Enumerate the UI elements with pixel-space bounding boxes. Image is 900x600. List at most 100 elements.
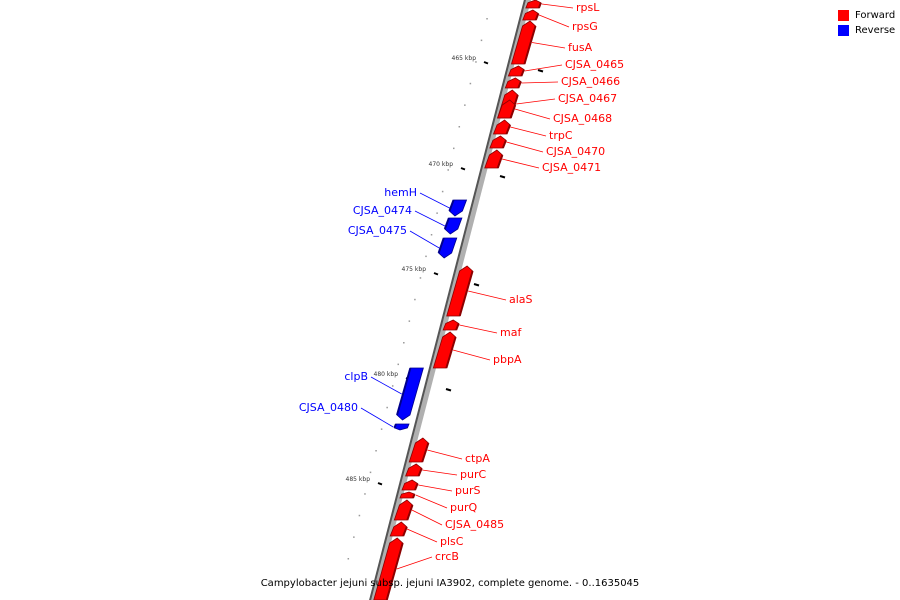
minor-tick bbox=[364, 493, 366, 495]
gene-shading bbox=[448, 199, 455, 212]
minor-tick bbox=[369, 471, 372, 474]
gene-label: hemH bbox=[384, 186, 417, 199]
backbone-line bbox=[369, 0, 526, 600]
gene-label: rpsG bbox=[572, 20, 598, 33]
minor-tick bbox=[386, 406, 388, 409]
reverse-swatch bbox=[838, 25, 849, 36]
gene-label: purQ bbox=[450, 501, 477, 514]
gene-leader-line bbox=[541, 3, 574, 9]
legend-reverse: Reverse bbox=[838, 23, 895, 38]
gene-label: CJSA_0471 bbox=[542, 161, 601, 174]
gene-label: CJSA_0465 bbox=[565, 58, 624, 71]
gene-shading bbox=[520, 69, 525, 77]
gene-label: CJSA_0474 bbox=[353, 204, 412, 217]
scale-tick bbox=[473, 283, 480, 287]
gene-shading bbox=[412, 493, 416, 499]
gene-shading bbox=[417, 467, 423, 477]
gene-leader-line bbox=[514, 108, 551, 120]
minor-tick bbox=[458, 126, 461, 128]
gene-shading bbox=[402, 526, 408, 537]
gene-label: CJSA_0475 bbox=[348, 224, 407, 237]
minor-tick bbox=[452, 147, 455, 150]
gene-leader-line bbox=[510, 126, 547, 137]
gene-label: maf bbox=[500, 326, 522, 339]
gene-label: crcB bbox=[435, 550, 459, 563]
minor-tick bbox=[391, 385, 394, 387]
scale-tick bbox=[537, 69, 544, 73]
gene-label: alaS bbox=[509, 293, 533, 306]
gene-label: trpC bbox=[549, 129, 573, 142]
gene-leader-line bbox=[506, 141, 544, 153]
minor-tick bbox=[414, 298, 416, 301]
gene-label: rpsL bbox=[576, 1, 600, 14]
gene-label: pbpA bbox=[493, 353, 522, 366]
gene-leader-line bbox=[406, 528, 438, 543]
gene-label: purC bbox=[460, 468, 486, 481]
gene-shading bbox=[396, 367, 412, 416]
gene-label: clpB bbox=[344, 370, 368, 383]
gene-shading bbox=[537, 2, 542, 9]
gene-shading bbox=[445, 336, 457, 369]
legend-forward: Forward bbox=[838, 8, 895, 23]
minor-tick bbox=[419, 277, 422, 279]
gene-leader-line bbox=[459, 324, 498, 334]
gene-leader-line bbox=[422, 469, 458, 476]
gene-shading bbox=[393, 423, 397, 429]
gene-leader-line bbox=[411, 509, 443, 526]
gene-label: CJSA_0468 bbox=[553, 112, 612, 125]
gene-leader-line bbox=[524, 64, 563, 72]
minor-tick bbox=[436, 212, 438, 214]
minor-tick bbox=[430, 234, 433, 236]
minor-tick bbox=[425, 255, 427, 258]
scale-tick-label: 480 kbp bbox=[374, 371, 399, 378]
gene-leader-line bbox=[414, 210, 446, 227]
minor-tick bbox=[480, 39, 483, 42]
gene-shading bbox=[523, 25, 537, 65]
minor-tick bbox=[397, 363, 400, 366]
scale-tick-label: 485 kbp bbox=[346, 476, 371, 483]
gene-leader-line bbox=[521, 81, 559, 84]
scale-tick bbox=[460, 167, 466, 171]
gene-leader-line bbox=[415, 494, 448, 509]
minor-tick bbox=[347, 558, 350, 560]
gene-leader-line bbox=[501, 158, 540, 169]
minor-tick bbox=[375, 450, 377, 452]
gene-label: purS bbox=[455, 484, 480, 497]
scale-tick-label: 475 kbp bbox=[402, 266, 427, 273]
gene-shading bbox=[496, 154, 504, 169]
scale-tick bbox=[377, 482, 383, 486]
gene-leader-line bbox=[370, 376, 402, 395]
gene-shading bbox=[406, 504, 414, 521]
gene-leader-line bbox=[427, 449, 463, 460]
gene-leader-line bbox=[452, 349, 491, 361]
gene-label: fusA bbox=[568, 41, 593, 54]
gene-shading bbox=[509, 104, 517, 119]
backbone-shadow bbox=[369, 0, 532, 600]
scale-tick bbox=[483, 61, 489, 65]
gene-leader-line bbox=[419, 192, 450, 209]
minor-tick bbox=[403, 342, 405, 344]
gene-leader-line bbox=[516, 98, 556, 105]
genome-caption: Campylobacter jejuni subsp. jejuni IA390… bbox=[260, 578, 640, 589]
minor-tick bbox=[380, 428, 383, 430]
minor-tick bbox=[358, 514, 361, 517]
minor-tick bbox=[441, 190, 444, 193]
legend-forward-label: Forward bbox=[855, 10, 896, 21]
minor-tick bbox=[464, 104, 466, 106]
gene-label: CJSA_0466 bbox=[561, 75, 620, 88]
gene-label: CJSA_0485 bbox=[445, 518, 504, 531]
legend-reverse-label: Reverse bbox=[855, 25, 896, 36]
gene-shading bbox=[455, 323, 460, 331]
legend: Forward Reverse bbox=[838, 8, 895, 38]
scale-tick-label: 470 kbp bbox=[429, 161, 454, 168]
gene-leader-line bbox=[531, 42, 566, 49]
scale-tick bbox=[433, 272, 439, 276]
gene-label: ctpA bbox=[465, 452, 490, 465]
gene-leader-line bbox=[409, 230, 440, 249]
scale-tick bbox=[445, 388, 452, 392]
gene-shading bbox=[534, 13, 540, 21]
gene-shading bbox=[414, 483, 419, 491]
gene-label: CJSA_0470 bbox=[546, 145, 605, 158]
gene-shading bbox=[517, 81, 522, 89]
